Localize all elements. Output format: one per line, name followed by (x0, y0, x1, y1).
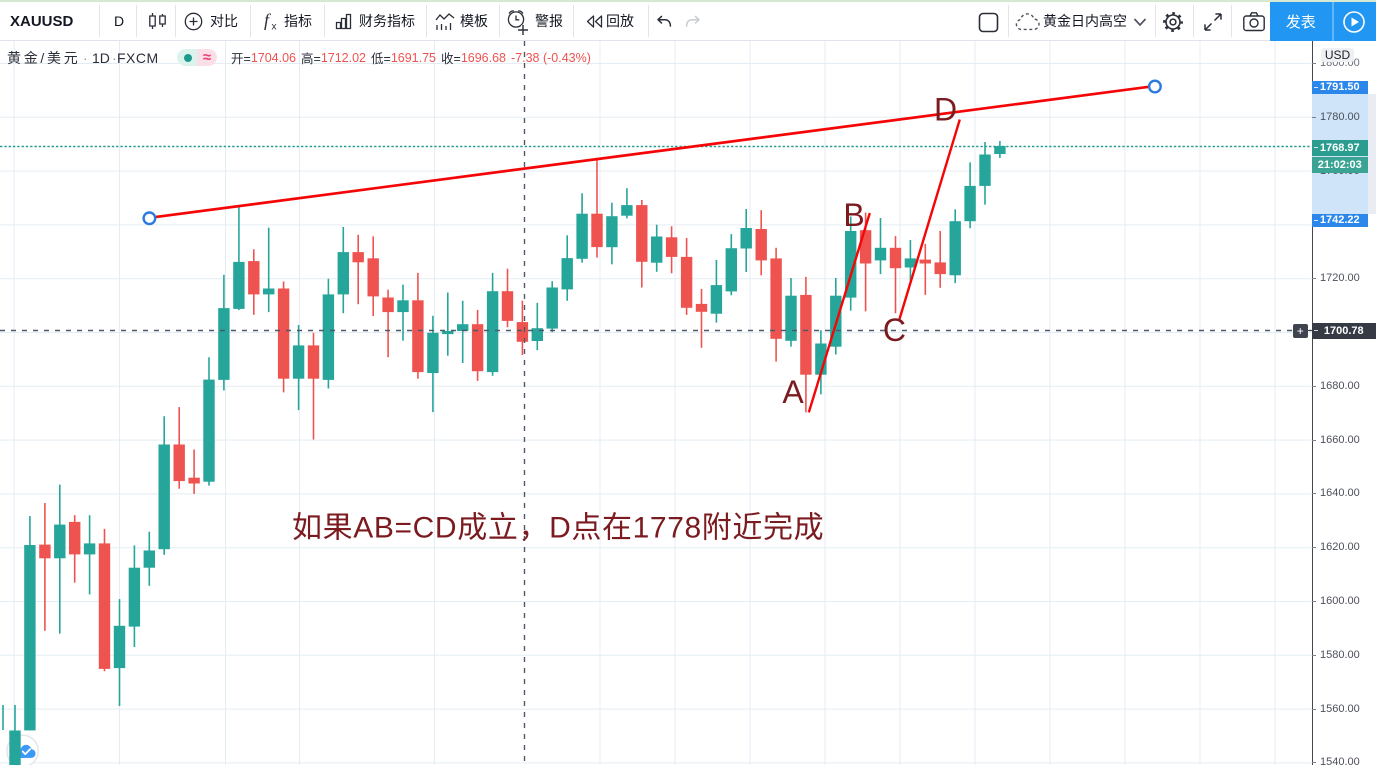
svg-text:如果AB=CD成立，D点在1778附近完成: 如果AB=CD成立，D点在1778附近完成 (292, 512, 824, 545)
svg-text:f: f (264, 10, 272, 30)
svg-text:x: x (272, 22, 277, 33)
svg-text:A: A (782, 374, 804, 410)
svg-text:C: C (883, 312, 906, 348)
svg-text:D: D (934, 92, 957, 128)
svg-text:B: B (843, 197, 864, 233)
